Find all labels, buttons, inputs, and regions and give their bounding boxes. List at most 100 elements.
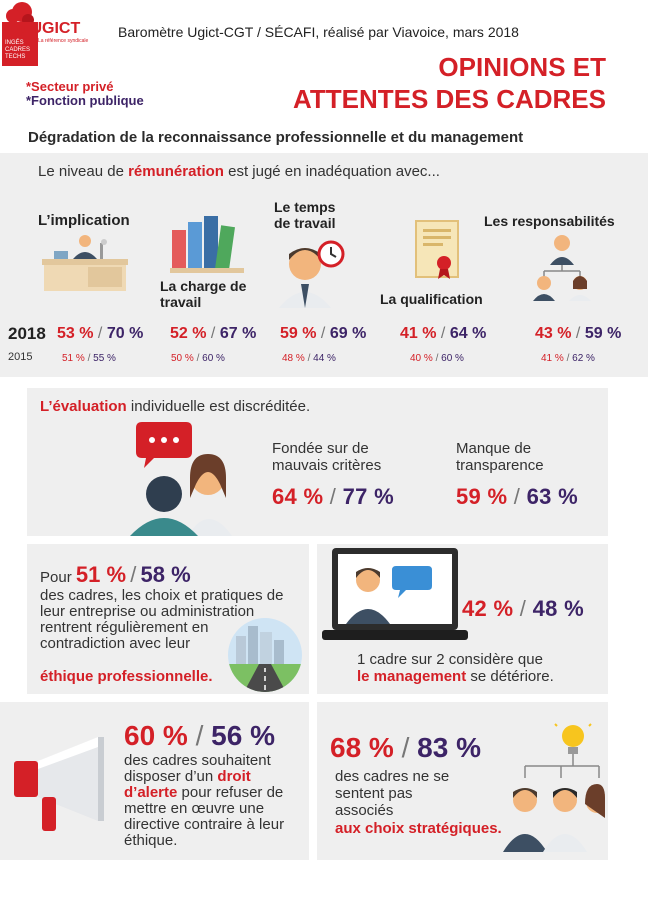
evaluation-rest: individuelle est discréditée. [126, 398, 311, 415]
alert-text: des cadres souhaitent disposer d’un droi… [124, 753, 306, 849]
evaluation-keyword: L’évaluation [40, 398, 127, 415]
evaluation-col1-label: Fondée sur de mauvais critères [272, 440, 382, 474]
slash: / [519, 596, 527, 621]
stat-private: 53 % [57, 325, 94, 342]
remuneration-intro-after: est jugé en inadéquation avec... [223, 163, 440, 180]
slash: / [195, 720, 204, 751]
logo-text: cgt UGICT [2, 20, 81, 37]
stat-public: 63 % [526, 484, 578, 509]
item-label-implication: L’implication [38, 212, 130, 229]
stat-public: 55 % [93, 353, 116, 364]
stat-public: 67 % [219, 325, 257, 342]
logo-line-3: TECHS [5, 54, 26, 60]
man-clock-icon [279, 240, 345, 308]
evaluation-col1-stat: 64 % / 77 % [272, 484, 394, 510]
year-2018-label: 2018 [8, 324, 46, 343]
ethics-stat: Pour 51 % / 58 % [40, 562, 191, 588]
slash: / [210, 325, 216, 342]
stat-private: 41 % [541, 353, 564, 364]
slash: / [320, 325, 326, 342]
remuneration-keyword: rémunération [128, 163, 224, 180]
logo: cgt UGICT La référence syndicale INGÉS C… [0, 0, 95, 70]
management-keyword: le management [357, 668, 467, 685]
interview-icon [130, 422, 232, 536]
cgt-logo-icon [2, 2, 38, 66]
stat-private: 40 % [410, 353, 433, 364]
stat-2018-temps: 59 % / 69 % [280, 325, 366, 343]
stat-2015-responsabilites: 41 % / 62 % [541, 353, 595, 364]
item-label-responsabilites: Les responsabilités [484, 213, 615, 229]
stat-public: 70 % [106, 325, 144, 342]
item-label-charge: La charge de travail [160, 278, 247, 310]
stat-private: 51 % [75, 562, 127, 587]
stat-private: 42 % [462, 596, 514, 621]
evaluation-panel [27, 388, 608, 536]
stat-private: 64 % [272, 484, 324, 509]
page-title-line1: OPINIONS ET [438, 52, 606, 82]
slash: / [575, 325, 581, 342]
ethics-text: des cadres, les choix et pratiques de le… [40, 587, 284, 652]
stat-2015-qualification: 40 % / 60 % [410, 353, 464, 364]
slash: / [440, 325, 446, 342]
item-label-qualification: La qualification [380, 291, 483, 307]
stat-public: 56 % [211, 720, 275, 751]
stat-private: 51 % [62, 353, 85, 364]
stat-private: 52 % [170, 325, 207, 342]
strategy-keyword: aux choix stratégiques. [335, 820, 502, 837]
strategy-panel [317, 702, 608, 860]
remuneration-intro: Le niveau de rémunération est jugé en in… [38, 163, 440, 180]
page-subtitle: Dégradation de la reconnaissance profess… [28, 129, 524, 146]
slash: / [513, 484, 521, 509]
logo-line-1: INGÉS [5, 40, 24, 46]
diploma-icon [415, 220, 459, 279]
laptop-icon [322, 548, 468, 640]
stat-public: 64 % [449, 325, 487, 342]
megaphone-icon [14, 737, 104, 831]
evaluation-col2-label: Manque de transparence [456, 440, 544, 474]
slash: / [401, 732, 410, 763]
stat-public: 77 % [342, 484, 394, 509]
logo-sub: La référence syndicale [38, 38, 89, 44]
stat-private: 59 % [456, 484, 508, 509]
slash: / [87, 353, 91, 364]
stat-2018-qualification: 41 % / 64 % [400, 325, 486, 343]
stat-private: 60 % [124, 720, 188, 751]
legend-private: *Secteur privé [26, 79, 114, 94]
alert-keyword: droit d’alerte [124, 768, 251, 801]
stat-public: 83 % [417, 732, 481, 763]
slash: / [566, 353, 570, 364]
management-text-line1: 1 cadre sur 2 considère que [357, 651, 543, 668]
stat-private: 59 % [280, 325, 317, 342]
stat-2015-charge: 50 % / 60 % [171, 353, 225, 364]
item-label-temps: Le temps de travail [274, 199, 336, 231]
hierarchy-icon [533, 235, 591, 301]
legend-public: *Fonction publique [26, 93, 144, 108]
slash: / [307, 353, 311, 364]
stat-public: 58 % [140, 562, 191, 587]
stat-public: 48 % [532, 596, 584, 621]
strategy-stat: 68 % / 83 % [330, 732, 481, 764]
remuneration-intro-before: Le niveau de [38, 163, 129, 180]
stat-private: 41 % [400, 325, 437, 342]
page-title-line2: ATTENTES DES CADRES [293, 84, 606, 114]
stat-2018-responsabilites: 43 % / 59 % [535, 325, 621, 343]
stat-public: 59 % [584, 325, 622, 342]
ethics-keyword: éthique professionnelle. [40, 668, 213, 685]
stat-public: 69 % [329, 325, 367, 342]
stat-public: 60 % [441, 353, 464, 364]
strategy-text: des cadres ne se sentent pas associés [335, 768, 450, 819]
stat-2015-implication: 51 % / 55 % [62, 353, 116, 364]
source-line: Baromètre Ugict-CGT / SÉCAFI, réalisé pa… [118, 24, 519, 40]
slash: / [196, 353, 200, 364]
binders-icon [170, 216, 244, 273]
management-stat: 42 % / 48 % [462, 596, 584, 622]
stat-public: 62 % [572, 353, 595, 364]
stat-private: 68 % [330, 732, 394, 763]
stat-2018-charge: 52 % / 67 % [170, 325, 256, 343]
team-idea-icon [503, 720, 605, 852]
logo-line-2: CADRES [5, 47, 31, 53]
stat-private: 50 % [171, 353, 194, 364]
slash: / [435, 353, 439, 364]
stat-public: 44 % [313, 353, 336, 364]
desk-icon [42, 235, 128, 291]
